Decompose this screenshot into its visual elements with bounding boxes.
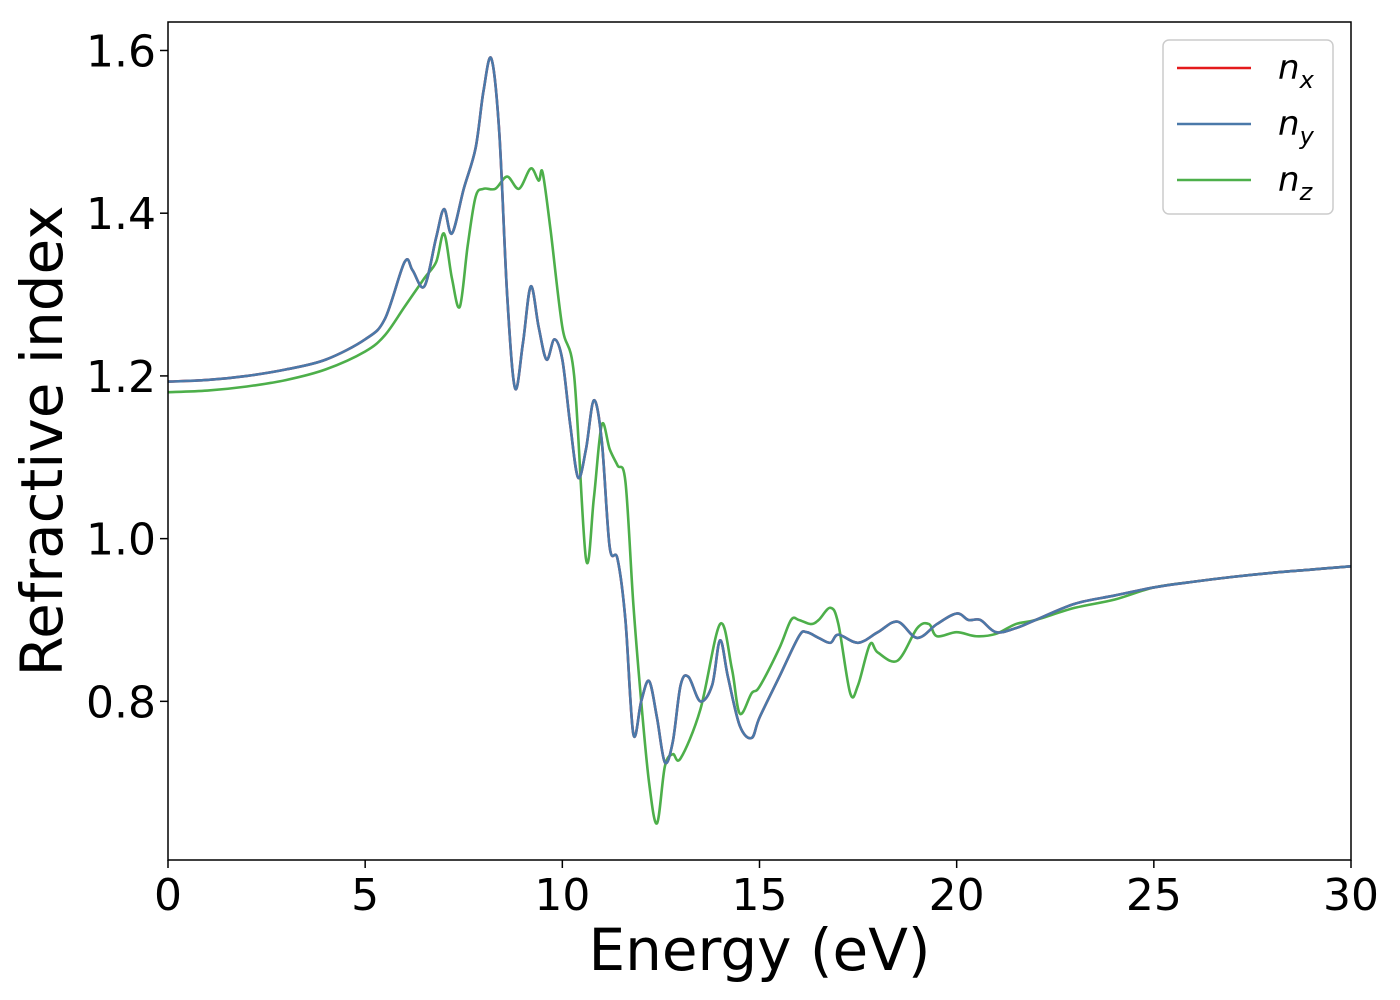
y-axis-ticks: 0.8 1.0 1.2 1.4 1.6 [86,26,168,728]
x-tick-label: 5 [351,870,379,921]
legend-label-n-y: ny [1278,104,1315,150]
x-tick-label: 0 [154,870,182,921]
series-line-n-z [167,167,1352,825]
y-tick-label: 1.0 [86,515,156,566]
x-tick-label: 20 [929,870,985,921]
y-tick-label: 1.2 [86,352,156,403]
x-tick-label: 25 [1126,870,1182,921]
series-line-n-y [167,56,1352,765]
legend-box [1162,39,1334,215]
series-layer [167,56,1352,825]
x-tick-label: 30 [1323,870,1379,921]
legend-label-n-z: nz [1278,160,1314,206]
legend: nx ny nz [1162,39,1334,215]
y-tick-label: 0.8 [86,677,156,728]
legend-label-n-x: nx [1278,48,1315,94]
y-axis-title: Refractive index [8,205,76,676]
y-tick-label: 1.4 [86,189,156,240]
x-tick-label: 10 [534,870,590,921]
y-tick-label: 1.6 [86,26,156,77]
x-axis-ticks: 0 5 10 15 20 25 30 [154,860,1379,921]
x-tick-label: 15 [732,870,788,921]
x-axis-title: Energy (eV) [588,916,930,984]
legend-items: nx ny nz [1177,48,1315,206]
